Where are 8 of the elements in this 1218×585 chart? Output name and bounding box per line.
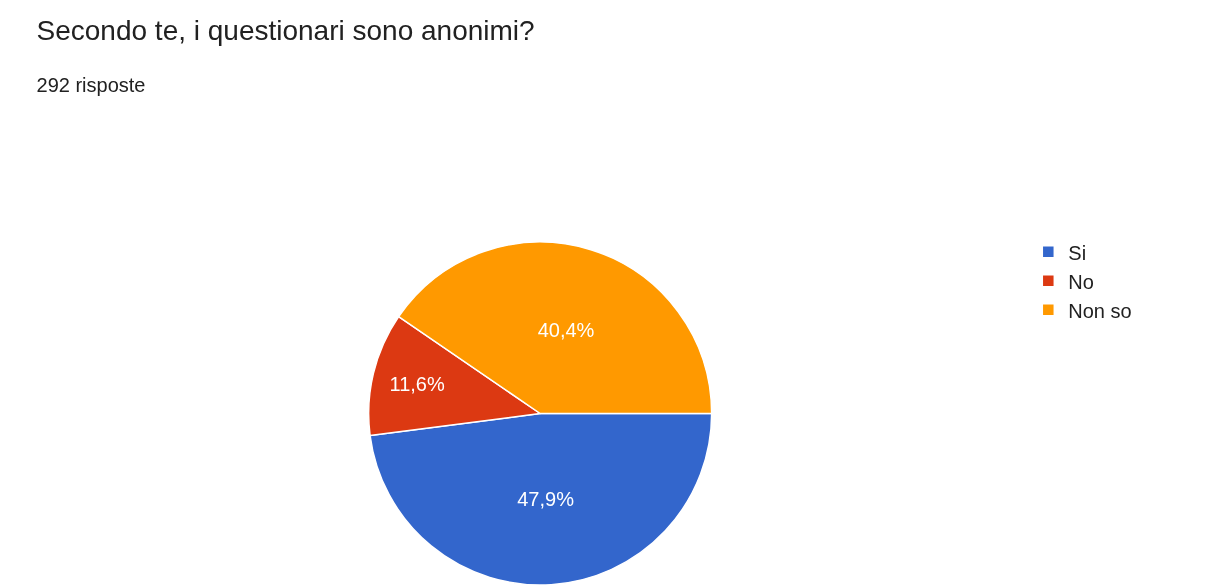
legend-label: Si [1068, 241, 1087, 264]
legend-label: No [1068, 270, 1094, 293]
text: 292 risposte [36, 74, 146, 97]
data-label: 40,4% [537, 318, 595, 341]
chart-title: Secondo te, i questionari sono anonimi? [36, 15, 535, 47]
data-label: 11,6% [389, 372, 445, 395]
data-label: 47,9% [517, 488, 575, 511]
legend-label: Non so [1068, 299, 1132, 322]
